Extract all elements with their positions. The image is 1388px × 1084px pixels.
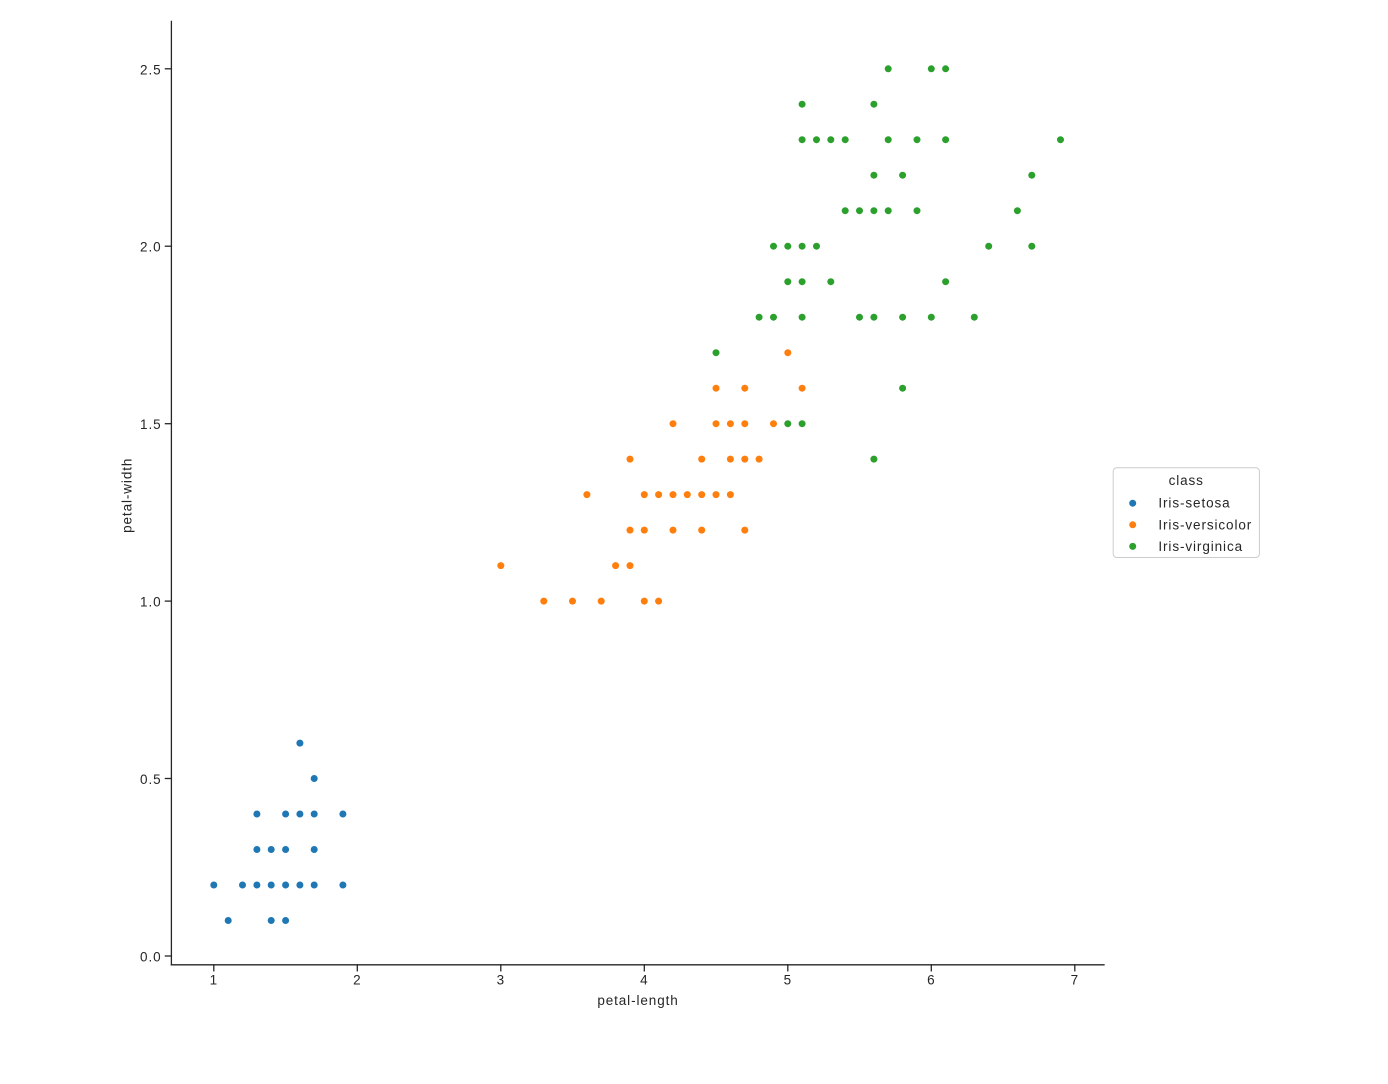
svg-text:2.0: 2.0 bbox=[140, 240, 161, 255]
svg-text:7: 7 bbox=[1071, 973, 1079, 988]
svg-text:1: 1 bbox=[210, 973, 218, 988]
svg-text:petal-width: petal-width bbox=[119, 458, 134, 533]
svg-text:0.0: 0.0 bbox=[140, 950, 161, 965]
svg-text:1.0: 1.0 bbox=[140, 595, 161, 610]
svg-text:0.5: 0.5 bbox=[140, 772, 161, 787]
svg-text:6: 6 bbox=[927, 973, 935, 988]
svg-text:1.5: 1.5 bbox=[140, 417, 161, 432]
svg-text:2.5: 2.5 bbox=[140, 62, 161, 77]
svg-text:5: 5 bbox=[784, 973, 792, 988]
svg-text:petal-length: petal-length bbox=[597, 993, 678, 1008]
svg-text:3: 3 bbox=[497, 973, 505, 988]
svg-text:Iris-versicolor: Iris-versicolor bbox=[1158, 517, 1252, 532]
svg-text:Iris-virginica: Iris-virginica bbox=[1158, 539, 1243, 554]
svg-text:2: 2 bbox=[353, 973, 361, 988]
svg-text:4: 4 bbox=[640, 973, 648, 988]
svg-text:class: class bbox=[1169, 473, 1204, 488]
svg-text:Iris-setosa: Iris-setosa bbox=[1158, 496, 1230, 511]
